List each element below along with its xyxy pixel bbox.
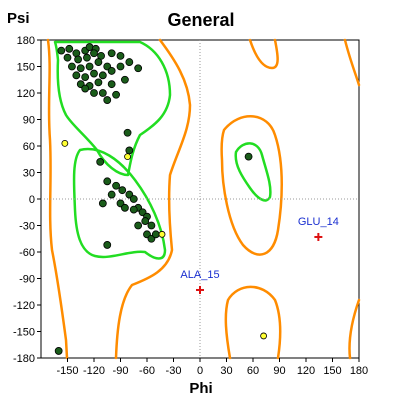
favored-point [141, 217, 150, 225]
favored-point [103, 177, 112, 186]
residue-points [54, 43, 323, 355]
allowed-region-left [46, 38, 192, 360]
allowed-region-bottom [224, 285, 282, 360]
outlier-point [314, 232, 323, 241]
allowed-region-edge [343, 38, 361, 360]
favored-point [94, 58, 103, 66]
favored-region-top [53, 40, 172, 177]
favored-point [72, 71, 81, 80]
x-tick-label: -60 [139, 365, 155, 377]
favored-point [107, 80, 116, 89]
favored-point [98, 89, 107, 97]
favored-region-right [234, 142, 272, 202]
favored-point [107, 190, 116, 199]
favored-point [57, 46, 66, 55]
favored-point [125, 58, 134, 66]
x-tick-label: -150 [56, 365, 78, 377]
favored-point [54, 347, 63, 355]
favored-point [151, 230, 160, 239]
favored-point [112, 181, 120, 190]
favored-point [63, 53, 72, 62]
allowed-region-top [248, 38, 279, 70]
allowed-point [61, 139, 69, 147]
favored-point [98, 71, 107, 80]
x-tick-label: 180 [350, 365, 368, 377]
x-tick-label: 90 [273, 365, 285, 377]
outlier-label: ALA_15 [180, 269, 219, 281]
y-tick-label: 30 [23, 168, 35, 180]
allowed-point [158, 230, 166, 238]
y-tick-label: -90 [19, 274, 35, 286]
y-tick-label: 60 [23, 141, 35, 153]
outlier-labels: GLU_14 ALA_15 [180, 216, 338, 281]
favored-point [96, 157, 105, 166]
x-tick-label: -90 [113, 365, 129, 377]
favored-point [103, 96, 112, 104]
favored-point [85, 62, 94, 71]
favored-point [76, 64, 85, 73]
favored-point [98, 199, 107, 208]
favored-point [121, 203, 129, 212]
contour-regions [46, 38, 361, 360]
favored-point [121, 75, 129, 84]
x-axis-label: Phi [189, 380, 212, 397]
allowed-point [260, 332, 268, 340]
favored-point [118, 186, 127, 195]
favored-point [147, 221, 156, 230]
x-tick-label: 120 [297, 365, 315, 377]
y-tick-label: -150 [13, 327, 35, 339]
favored-point [83, 53, 91, 62]
favored-point [112, 90, 120, 99]
favored-point [107, 67, 116, 75]
allowed-point [124, 153, 131, 161]
favored-point [90, 49, 98, 58]
favored-point [244, 152, 253, 161]
favored-point [107, 49, 116, 58]
favored-point [134, 64, 143, 73]
x-tick-label: -30 [166, 365, 182, 377]
x-tick-label: 60 [247, 365, 259, 377]
y-tick-label: 180 [17, 35, 35, 47]
favored-point [81, 84, 90, 93]
x-tick-label: 0 [197, 365, 203, 377]
favored-point [125, 146, 134, 155]
favored-point [65, 44, 74, 53]
allowed-region-right [220, 115, 283, 256]
favored-point [90, 89, 98, 97]
y-tick-label: -60 [19, 247, 35, 259]
y-tick-label: 90 [23, 115, 35, 127]
favored-point [129, 205, 138, 214]
y-tick-label: 0 [29, 194, 35, 206]
y-axis-label: Psi [7, 10, 30, 27]
outlier-point [196, 285, 204, 294]
chart-title: General [167, 10, 234, 30]
y-tick-label: 150 [17, 62, 35, 74]
favored-point [134, 221, 143, 230]
favored-point [94, 78, 103, 87]
x-axis-ticks: -150 -120 -90 -60 -30 0 30 60 90 120 150 180 [56, 358, 368, 377]
y-tick-label: -120 [13, 300, 35, 312]
x-tick-label: 30 [220, 365, 232, 377]
x-tick-label: -120 [83, 365, 105, 377]
outlier-label: GLU_14 [298, 216, 339, 228]
y-tick-label: -180 [13, 353, 35, 365]
favored-point [81, 73, 90, 81]
plot-area: GLU_14 ALA_15 [40, 38, 361, 360]
y-tick-label: -30 [19, 221, 35, 233]
favored-point [74, 55, 82, 64]
favored-region-bottom [72, 147, 167, 260]
favored-point [116, 52, 125, 60]
favored-point [90, 69, 98, 78]
y-axis-ticks: 180 150 120 90 60 30 0 -30 -60 -90 -120 -150 -180 [13, 35, 41, 365]
favored-point [123, 128, 132, 137]
favored-point [103, 241, 112, 249]
y-tick-label: 120 [17, 88, 35, 100]
favored-point [116, 62, 125, 71]
favored-point [68, 62, 76, 71]
x-tick-label: 150 [323, 365, 341, 377]
favored-point [129, 195, 138, 203]
